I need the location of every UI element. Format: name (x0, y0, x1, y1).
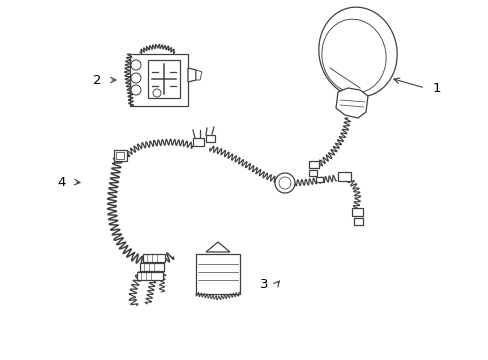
Text: 4: 4 (58, 175, 66, 189)
Bar (116, 152, 124, 158)
Text: 3: 3 (259, 279, 268, 292)
Bar (205, 135, 214, 141)
Bar (137, 272, 163, 280)
Polygon shape (335, 88, 367, 118)
Polygon shape (205, 242, 229, 252)
Bar (351, 208, 362, 216)
Ellipse shape (318, 7, 396, 97)
Bar (113, 149, 126, 161)
Text: 2: 2 (93, 73, 101, 86)
Polygon shape (196, 70, 202, 80)
Circle shape (131, 85, 141, 95)
Bar (142, 254, 164, 262)
Bar (337, 171, 350, 180)
Circle shape (131, 73, 141, 83)
Bar (130, 54, 187, 106)
Circle shape (131, 60, 141, 70)
Circle shape (279, 177, 290, 189)
Bar (353, 217, 362, 225)
Bar (315, 176, 322, 181)
Bar (148, 60, 180, 98)
Ellipse shape (321, 19, 386, 93)
Bar (140, 263, 163, 271)
Circle shape (153, 89, 161, 97)
Bar (192, 138, 203, 146)
Polygon shape (187, 68, 196, 82)
Bar (196, 254, 240, 294)
Bar (308, 161, 318, 167)
Circle shape (274, 173, 294, 193)
Bar (308, 170, 316, 176)
Text: 1: 1 (432, 81, 440, 94)
